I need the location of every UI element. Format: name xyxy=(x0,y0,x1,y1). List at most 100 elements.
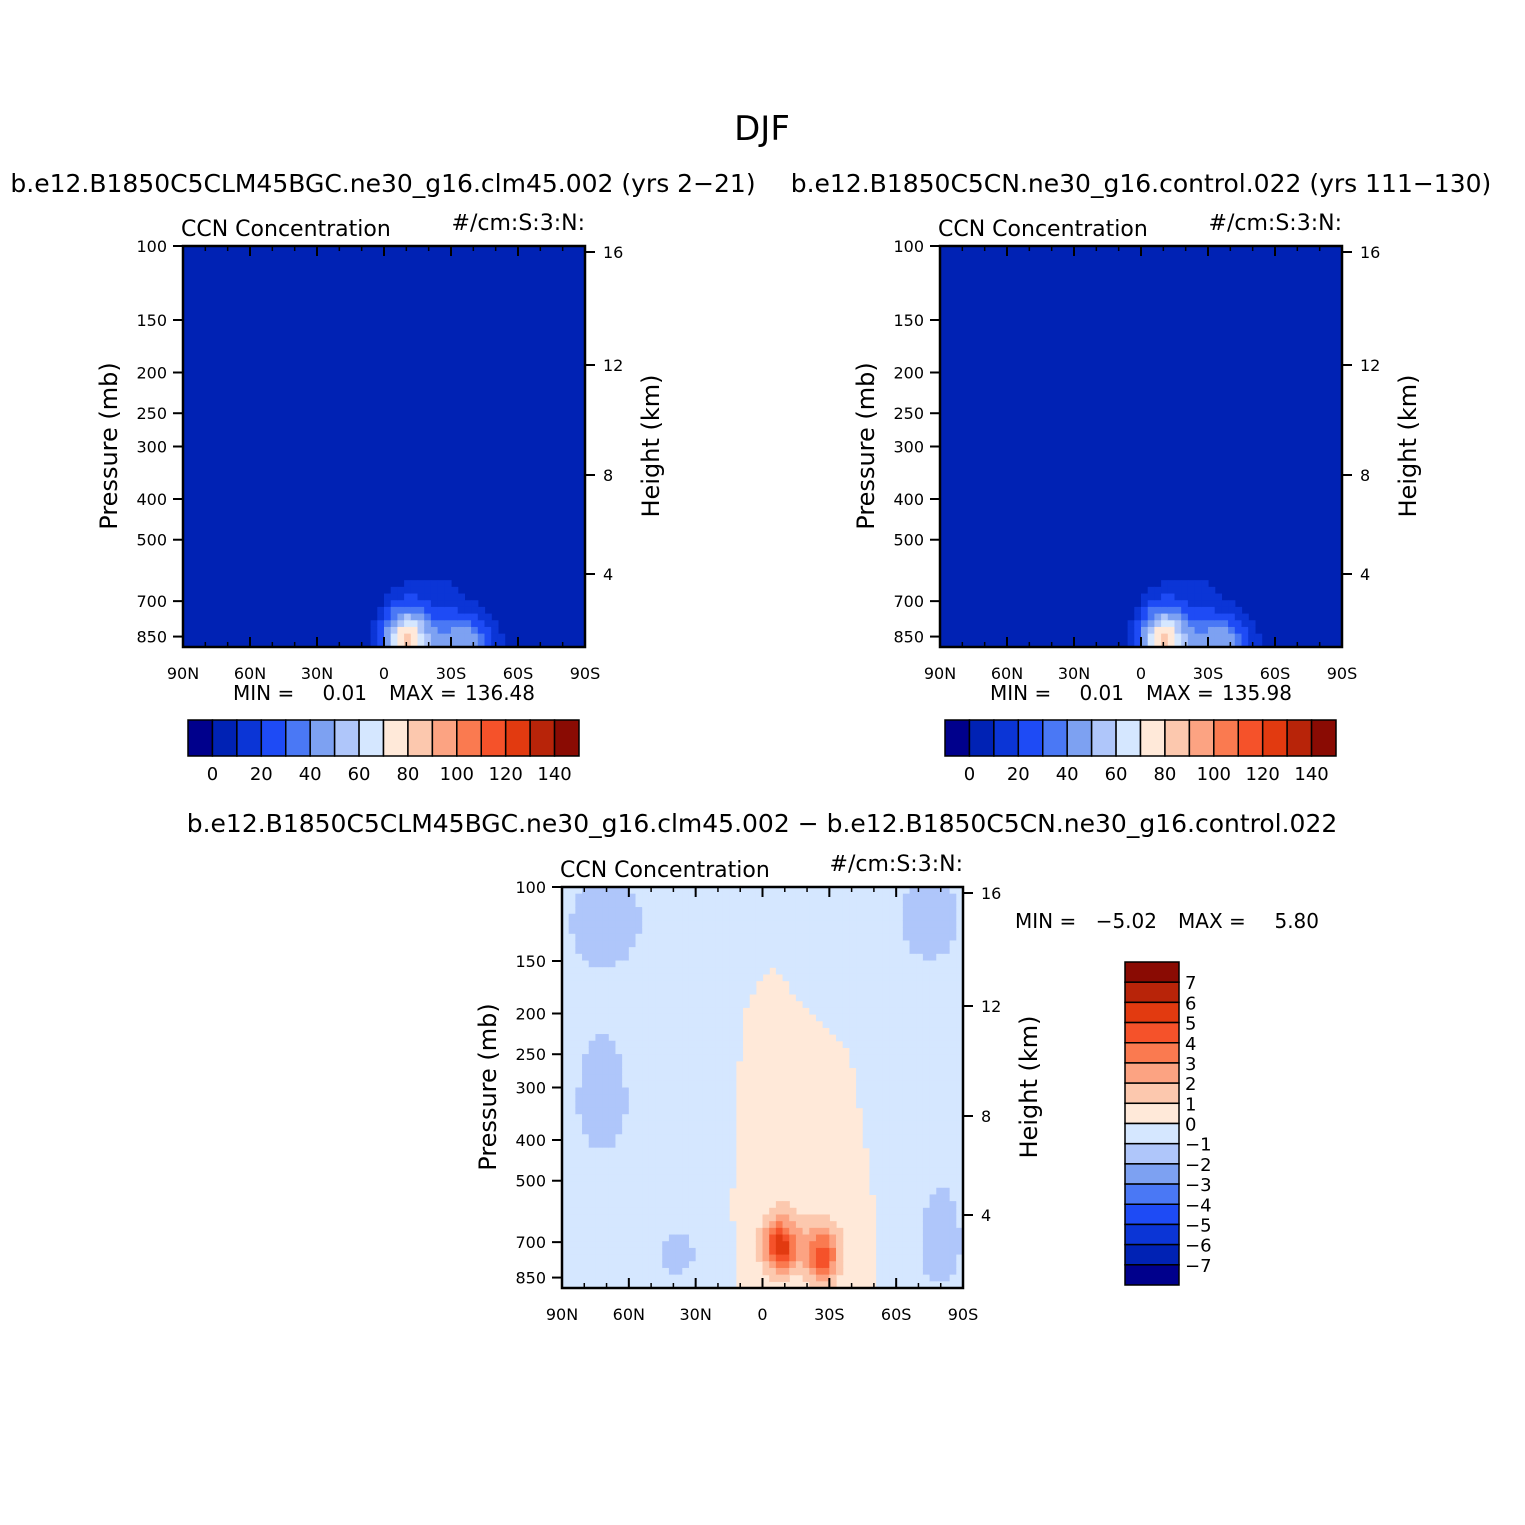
colorbar-label: 0 xyxy=(207,764,218,785)
field-cell xyxy=(916,980,924,988)
colorbar-box xyxy=(333,719,360,757)
field-cell xyxy=(922,913,931,922)
field-cell xyxy=(876,987,884,995)
field-cell xyxy=(909,1241,917,1249)
field-cell xyxy=(668,940,677,948)
field-cell xyxy=(662,1174,670,1182)
field-cell xyxy=(862,1054,871,1062)
field-cell xyxy=(622,1241,630,1249)
field-cell xyxy=(377,640,385,648)
field-cell xyxy=(682,1181,690,1189)
field-cell xyxy=(595,1107,603,1115)
field-cell xyxy=(1208,640,1216,648)
field-cell xyxy=(702,1114,710,1122)
field-cell xyxy=(929,927,937,935)
field-cell xyxy=(668,973,677,982)
field-cell xyxy=(1181,586,1189,595)
field-cell xyxy=(588,1040,597,1048)
field-cell xyxy=(642,1154,650,1162)
field-cell xyxy=(916,1114,924,1122)
field-cell xyxy=(608,1241,617,1249)
field-cell xyxy=(709,973,717,982)
field-cell xyxy=(929,913,937,922)
field-cell xyxy=(675,1274,683,1282)
field-cell xyxy=(1187,586,1196,595)
colorbar-label: −2 xyxy=(1185,1155,1212,1176)
field-cell xyxy=(909,1194,917,1202)
field-cell xyxy=(451,640,459,648)
field-cell xyxy=(829,947,837,955)
field-cell xyxy=(916,920,924,928)
field-cell xyxy=(582,893,590,901)
field-cell xyxy=(729,1147,737,1155)
field-cell xyxy=(916,1060,924,1069)
field-cell xyxy=(715,1060,723,1069)
field-cell xyxy=(849,967,857,975)
field-cell xyxy=(929,1000,937,1008)
field-cell xyxy=(909,1187,917,1196)
field-cell xyxy=(662,1107,670,1115)
field-cell xyxy=(942,960,951,968)
field-cell xyxy=(582,1013,590,1022)
field-cell xyxy=(628,1234,637,1242)
field-cell xyxy=(815,1274,824,1282)
field-cell xyxy=(702,1174,710,1182)
field-cell xyxy=(702,1067,710,1075)
field-cell xyxy=(856,1054,864,1062)
field-cell xyxy=(582,1214,590,1222)
field-cell xyxy=(809,953,817,962)
field-cell xyxy=(588,953,597,962)
field-cell xyxy=(902,1227,911,1236)
field-cell xyxy=(775,920,784,928)
field-cell xyxy=(602,947,610,955)
field-cell xyxy=(1241,633,1249,641)
field-cell xyxy=(695,1167,703,1175)
field-cell xyxy=(390,626,398,635)
field-cell xyxy=(949,913,957,922)
field-cell xyxy=(695,1194,703,1202)
field-cell xyxy=(909,1114,917,1122)
field-cell xyxy=(615,940,623,948)
field-cell xyxy=(882,1007,891,1015)
x-tick-label: 60N xyxy=(991,664,1023,683)
field-cell xyxy=(404,620,412,628)
field-cell xyxy=(457,633,465,641)
field-cell xyxy=(929,1054,937,1062)
field-cell xyxy=(882,1254,891,1262)
field-cell xyxy=(949,960,957,968)
field-cell xyxy=(869,907,877,915)
field-cell xyxy=(688,893,697,901)
y-tick-label: 200 xyxy=(515,1005,546,1024)
field-cell xyxy=(775,1227,784,1236)
field-cell xyxy=(956,1074,964,1082)
right-string: #/cm:S:3:N: xyxy=(830,852,963,877)
field-cell xyxy=(795,907,804,915)
field-cell xyxy=(942,1034,951,1042)
field-cell xyxy=(729,1054,737,1062)
field-cell xyxy=(575,953,583,962)
field-cell xyxy=(575,1027,583,1035)
field-cell xyxy=(642,1261,650,1269)
field-cell xyxy=(568,1013,576,1022)
field-cell xyxy=(568,1274,576,1282)
field-cell xyxy=(862,1127,871,1135)
field-cell xyxy=(655,1254,663,1262)
field-cell xyxy=(856,1067,864,1075)
field-cell xyxy=(595,1207,603,1216)
field-cell xyxy=(642,1134,650,1142)
field-cell xyxy=(789,1247,797,1256)
field-cell xyxy=(896,1254,904,1262)
field-cell xyxy=(582,1107,590,1115)
field-cell xyxy=(749,940,757,948)
field-cell xyxy=(876,1100,884,1109)
field-cell xyxy=(575,1034,583,1042)
field-cell xyxy=(809,887,817,895)
field-cell xyxy=(896,927,904,935)
colorbar-box xyxy=(407,719,434,757)
field-cell xyxy=(735,913,744,922)
field-cell xyxy=(595,933,603,942)
field-cell xyxy=(836,1034,844,1042)
field-cell xyxy=(722,1000,730,1008)
field-cell xyxy=(1174,620,1182,628)
field-cell xyxy=(1154,620,1162,628)
